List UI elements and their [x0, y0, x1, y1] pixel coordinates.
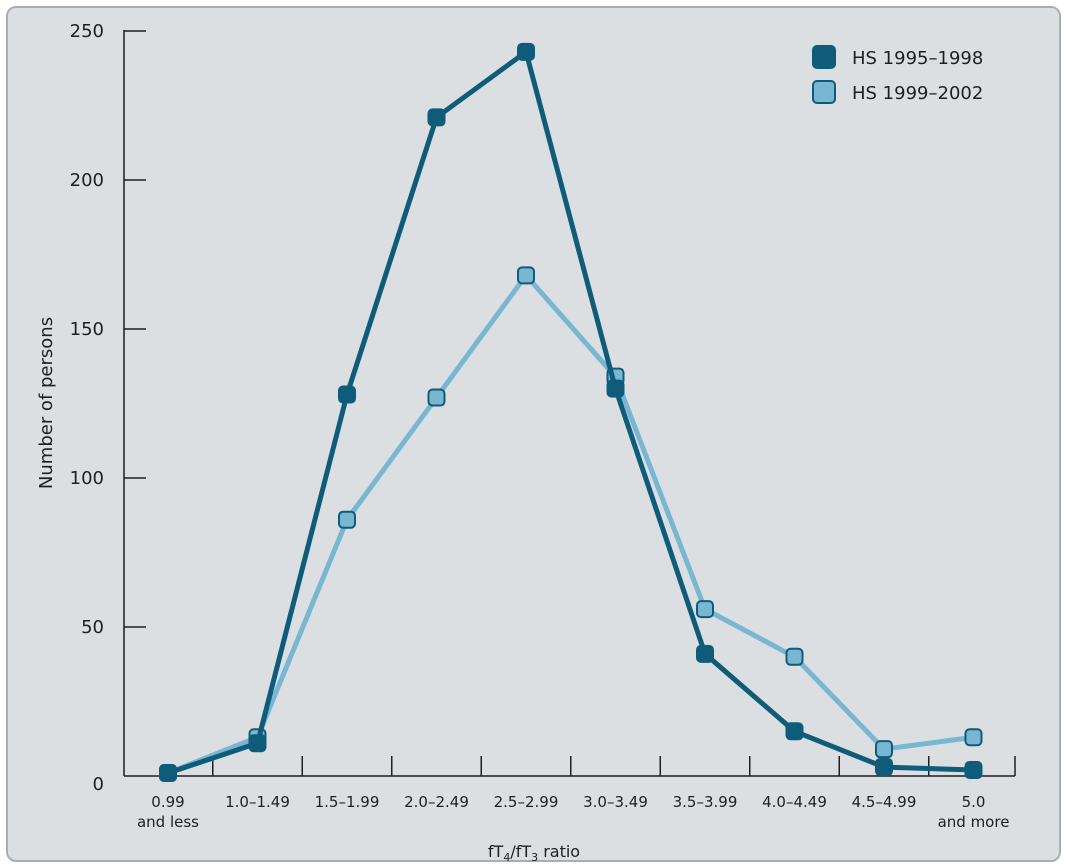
x-tick-label-line: 4.0–4.49: [762, 793, 827, 811]
x-tick-label: 3.5–3.99: [673, 793, 738, 811]
x-tick-label-line: 4.5–4.99: [852, 793, 917, 811]
data-point: [964, 761, 983, 780]
x-tick-label: 1.5–1.99: [315, 793, 380, 811]
x-tick-label-line: 1.5–1.99: [315, 793, 380, 811]
x-axis-label-part: ratio: [538, 842, 580, 861]
x-tick-label-line: 3.5–3.99: [673, 793, 738, 811]
x-tick-label-line: 2.0–2.49: [404, 793, 469, 811]
data-point: [248, 734, 267, 753]
data-point: [606, 379, 625, 398]
x-tick-label: 2.5–2.99: [494, 793, 559, 811]
x-tick-label: 0.99 and less: [137, 793, 199, 831]
series-hs-1995-1998: [159, 42, 983, 783]
x-tick-label-line: 0.99: [151, 793, 184, 811]
y-tick-label: 50: [81, 617, 104, 638]
x-tick-label: 1.0–1.49: [225, 793, 290, 811]
x-tick-label-line: 5.0: [962, 793, 986, 811]
y-tick-label: 0: [93, 774, 104, 795]
y-tick-label: 100: [70, 468, 104, 489]
legend: HS 1995–1998 HS 1999–2002: [812, 45, 983, 104]
x-tick-label-line: and less: [137, 813, 199, 831]
chart-panel: [6, 6, 1061, 862]
axes: [123, 30, 1015, 777]
x-tick-label-line: and more: [938, 813, 1010, 831]
x-axis-label-part: /fT: [510, 842, 531, 861]
x-tick-label: 3.0–3.49: [583, 793, 648, 811]
y-tick-label: 150: [70, 319, 104, 340]
x-axis-label-subscript: 4: [503, 851, 510, 864]
legend-label: HS 1999–2002: [852, 83, 983, 104]
y-tick-label: 250: [70, 21, 104, 42]
x-tick-label-line: 1.0–1.49: [225, 793, 290, 811]
data-point: [696, 644, 714, 663]
data-point: [427, 388, 446, 407]
data-point: [338, 385, 356, 404]
x-tick-label: 4.0–4.49: [762, 793, 827, 811]
x-tick-label: 5.0 and more: [938, 793, 1010, 831]
x-tick-label-line: 3.0–3.49: [583, 793, 648, 811]
data-point: [159, 764, 177, 783]
series-line: [165, 49, 976, 776]
data-point: [785, 722, 804, 741]
y-tick-label: 200: [70, 170, 104, 191]
x-axis-label: fT4/fT3 ratio: [488, 842, 580, 864]
x-axis-label-part: fT: [488, 842, 504, 861]
data-point: [785, 647, 804, 666]
y-ticks: 0 50 100 150 200 250: [70, 21, 146, 795]
x-tick-label-line: 2.5–2.99: [494, 793, 559, 811]
legend-swatch: [812, 45, 836, 69]
data-point: [875, 758, 893, 777]
data-point: [875, 740, 893, 759]
data-point: [964, 728, 983, 747]
x-ticks: 0.99 and less 1.0–1.49 1.5–1.99 2.0–2.49 2.5–…: [137, 756, 1016, 831]
legend-swatch: [812, 80, 836, 104]
x-tick-label: 4.5–4.99: [852, 793, 917, 811]
x-axis-label-subscript: 3: [531, 851, 538, 864]
data-point: [696, 600, 714, 619]
series-line: [165, 272, 976, 776]
data-point: [338, 510, 356, 529]
legend-label: HS 1995–1998: [852, 48, 983, 69]
data-point: [427, 108, 446, 127]
y-axis-label: Number of persons: [36, 317, 57, 489]
data-point: [517, 42, 535, 61]
x-tick-label: 2.0–2.49: [404, 793, 469, 811]
series-layer: [159, 42, 983, 783]
data-point: [517, 266, 535, 285]
series-hs-1999-2002: [159, 266, 983, 783]
